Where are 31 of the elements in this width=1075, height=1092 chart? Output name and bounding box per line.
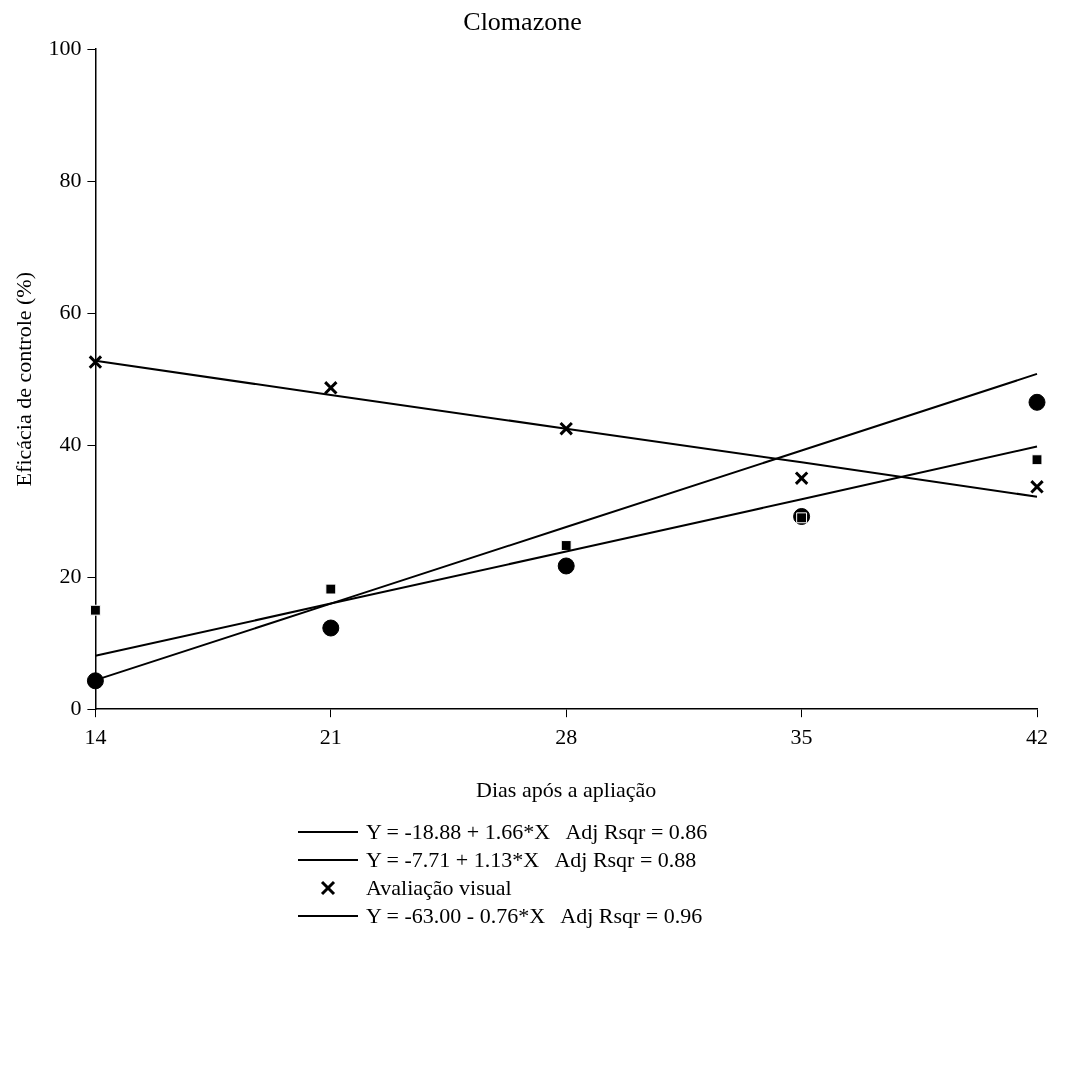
point	[560, 540, 572, 551]
y-tick-label: 40	[59, 430, 82, 456]
legend-label: Y = -18.88 + 1.66*X Adj Rsqr = 0.86	[366, 819, 708, 845]
point	[322, 619, 340, 637]
legend-label: Avaliação visual	[366, 875, 512, 901]
point	[89, 604, 101, 616]
point	[1029, 479, 1045, 494]
point	[325, 583, 337, 595]
point	[1031, 454, 1043, 466]
x-tick-label: 42	[1026, 724, 1048, 750]
point	[88, 354, 103, 370]
x-tick-label: 14	[84, 724, 107, 750]
point	[557, 557, 575, 575]
point	[1028, 393, 1046, 411]
x-axis-title: Dias após a apliação	[476, 776, 657, 802]
y-tick-label: 20	[59, 562, 82, 588]
x-tick-label: 28	[555, 724, 578, 750]
y-tick-label: 0	[70, 694, 82, 720]
x-tick-label: 21	[319, 724, 342, 750]
y-tick-label: 60	[59, 298, 82, 324]
point	[323, 380, 338, 395]
legend-label: Y = -7.71 + 1.13*X Adj Rsqr = 0.88	[366, 847, 697, 873]
legend-label: Y = -63.00 - 0.76*X Adj Rsqr = 0.96	[366, 903, 703, 929]
y-axis-title: Eficácia de controle (%)	[10, 272, 36, 487]
x-tick-label: 35	[790, 724, 813, 750]
chart-title: Clomazone	[463, 7, 582, 37]
y-tick-label: 100	[48, 34, 82, 60]
point	[794, 471, 809, 486]
point	[559, 421, 574, 436]
point	[86, 672, 104, 690]
y-tick-label: 80	[59, 166, 82, 192]
